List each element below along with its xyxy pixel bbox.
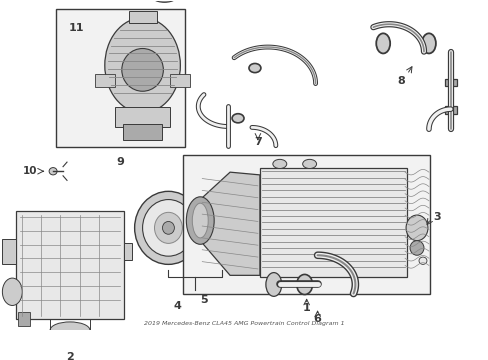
Bar <box>170 75 190 87</box>
Ellipse shape <box>134 191 202 264</box>
Ellipse shape <box>265 273 281 296</box>
Ellipse shape <box>2 278 22 306</box>
Text: 3: 3 <box>432 212 440 222</box>
Text: 2: 2 <box>66 352 74 360</box>
Text: 5: 5 <box>200 296 207 305</box>
Ellipse shape <box>186 197 214 244</box>
Ellipse shape <box>375 33 389 53</box>
Text: 4: 4 <box>173 301 181 311</box>
Bar <box>16 211 123 319</box>
Circle shape <box>49 168 57 175</box>
Ellipse shape <box>409 240 423 255</box>
Bar <box>260 168 406 277</box>
Ellipse shape <box>405 215 427 240</box>
Bar <box>128 10 156 23</box>
Ellipse shape <box>211 220 233 243</box>
Bar <box>123 243 131 260</box>
Ellipse shape <box>104 18 180 113</box>
Bar <box>56 9 185 148</box>
Ellipse shape <box>154 212 182 243</box>
Text: 8: 8 <box>396 76 404 86</box>
Ellipse shape <box>148 0 180 2</box>
Bar <box>2 239 16 264</box>
Ellipse shape <box>272 159 286 168</box>
Text: 6: 6 <box>313 314 321 324</box>
Ellipse shape <box>192 203 208 238</box>
Bar <box>122 124 162 140</box>
Bar <box>18 312 30 327</box>
Bar <box>444 107 456 114</box>
Ellipse shape <box>50 322 90 338</box>
Ellipse shape <box>162 221 174 234</box>
Ellipse shape <box>302 159 316 168</box>
Bar <box>183 155 429 294</box>
Text: 9: 9 <box>117 157 124 167</box>
Bar <box>115 107 170 127</box>
Ellipse shape <box>122 49 163 91</box>
Ellipse shape <box>421 33 435 53</box>
Text: 11: 11 <box>69 23 84 33</box>
Ellipse shape <box>204 212 240 251</box>
Bar <box>444 79 456 86</box>
Ellipse shape <box>296 274 312 294</box>
Bar <box>95 75 115 87</box>
Polygon shape <box>200 172 260 275</box>
Text: 7: 7 <box>254 136 261 147</box>
Text: 1: 1 <box>302 303 310 313</box>
Text: 10: 10 <box>23 166 38 176</box>
Ellipse shape <box>142 199 194 256</box>
Ellipse shape <box>232 114 244 123</box>
Ellipse shape <box>418 257 426 264</box>
Ellipse shape <box>248 63 261 73</box>
Text: 2019 Mercedes-Benz CLA45 AMG Powertrain Control Diagram 1: 2019 Mercedes-Benz CLA45 AMG Powertrain … <box>143 321 344 327</box>
